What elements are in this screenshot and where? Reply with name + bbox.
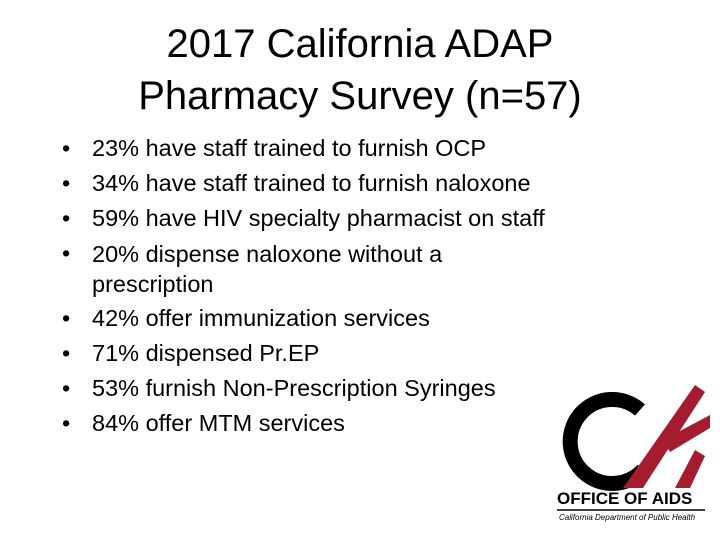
bullet-list: 23% have staff trained to furnish OCP 34… [62,131,562,441]
bullet: 20% dispense naloxone without a prescrip… [62,236,562,301]
logo-name: OFFICE OF AIDS [557,489,692,508]
slide-title: 2017 California ADAP Pharmacy Survey (n=… [0,18,720,122]
bullet: 53% furnish Non-Prescription Syringes [62,371,562,406]
title-line: 2017 California ADAP [166,22,554,66]
bullet-text: 20% dispense naloxone without a prescrip… [92,240,443,297]
bullet: 34% have staff trained to furnish naloxo… [62,166,562,201]
title-line: Pharmacy Survey (n=57) [138,74,582,118]
bullet: 23% have staff trained to furnish OCP [62,131,562,166]
logo-c [562,391,649,491]
bullet: 42% offer immunization services [62,301,562,336]
logo-a-right [675,450,705,488]
bullet: 71% dispensed Pr.EP [62,336,562,371]
bullet: 59% have HIV specialty pharmacist on sta… [62,201,562,236]
logo: OFFICE OF AIDS California Department of … [557,385,710,522]
logo-department: California Department of Public Health [559,513,696,522]
logo-a-left [623,385,705,488]
logo-a-bar [663,415,710,452]
bullet: 84% offer MTM services [62,406,562,441]
